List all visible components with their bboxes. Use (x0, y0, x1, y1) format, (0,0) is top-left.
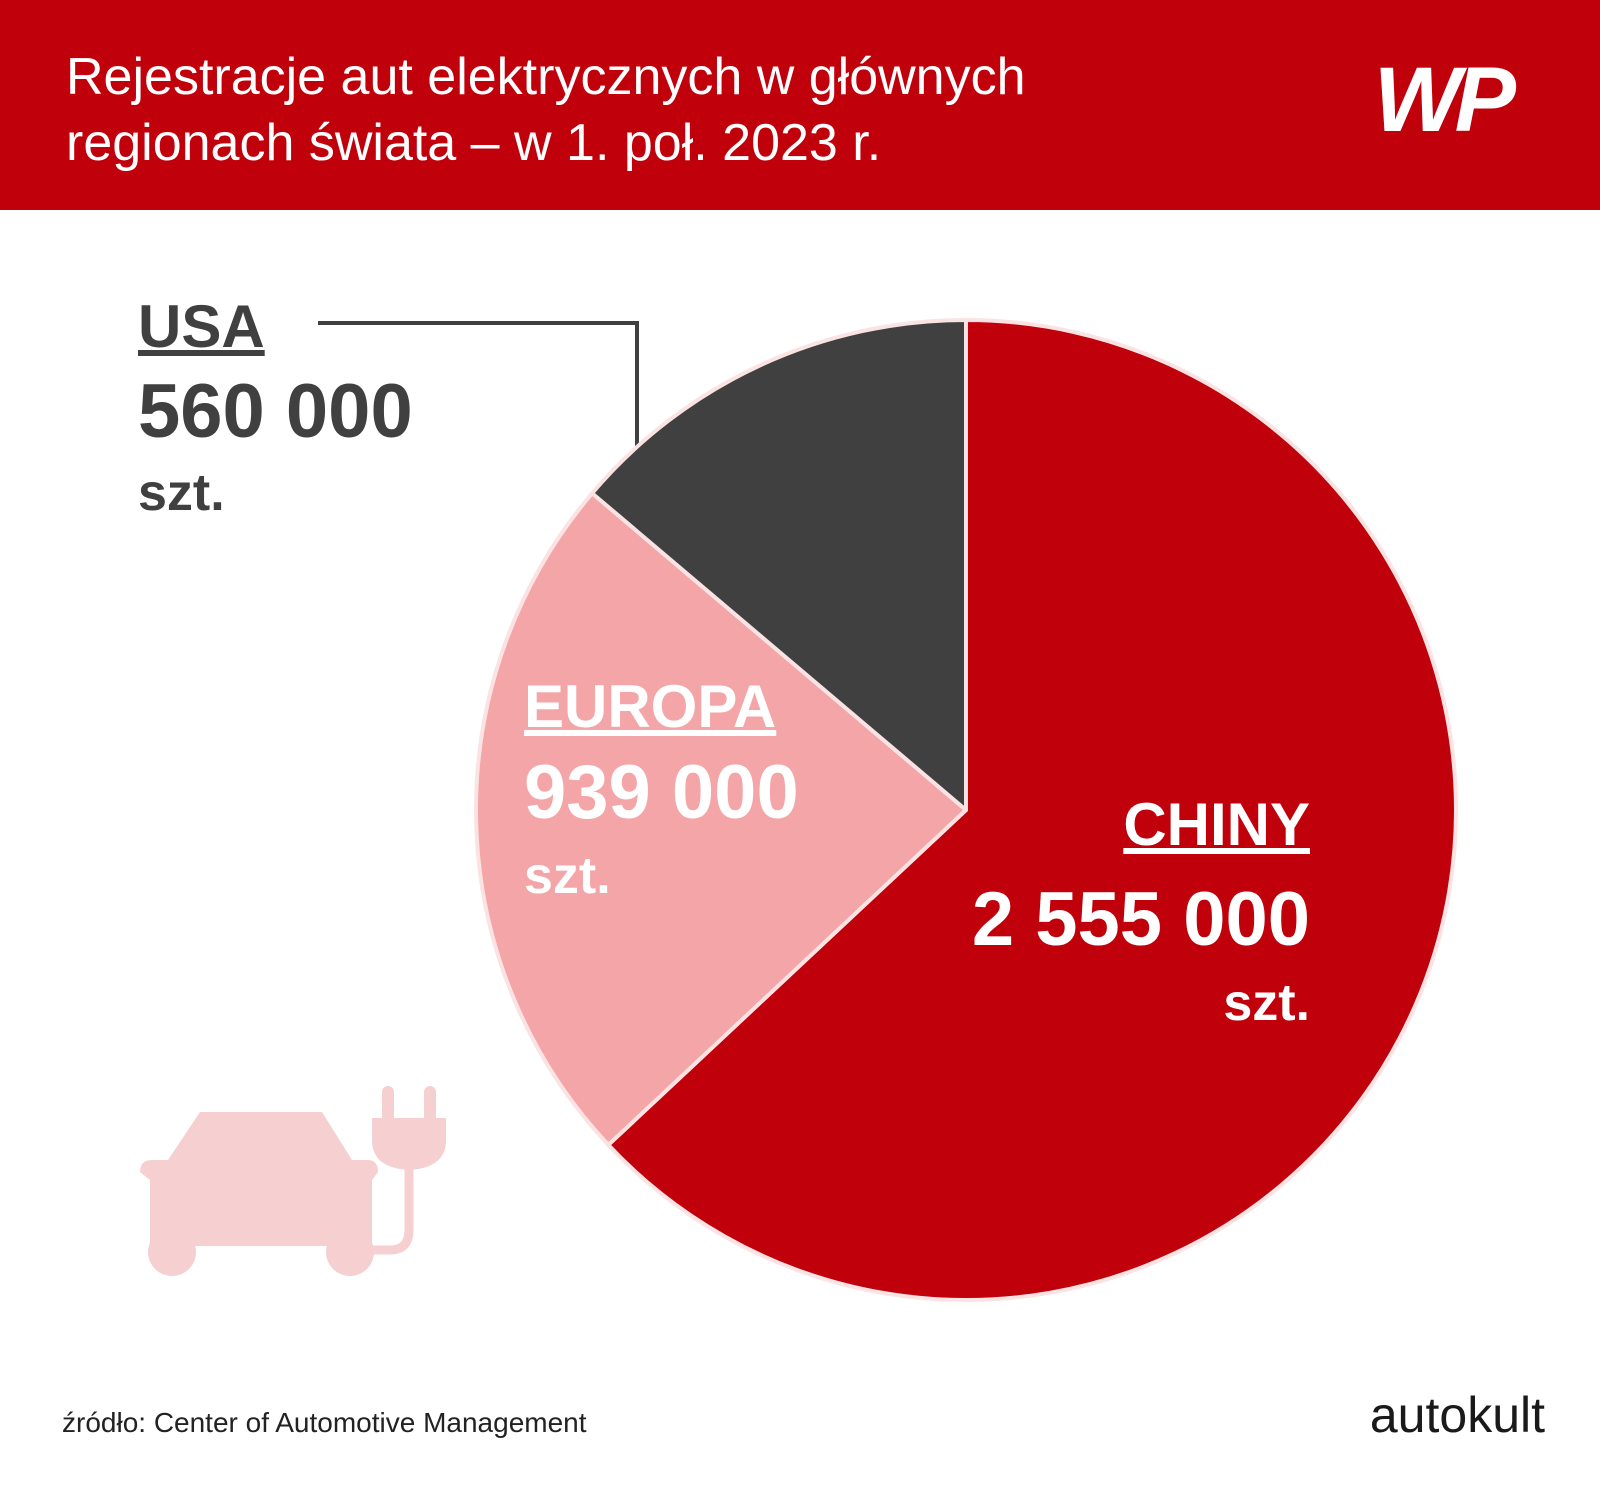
pie-slice (606, 318, 1458, 1302)
chart-title: Rejestracje aut elektrycznych w głównych… (66, 48, 1026, 172)
source: źródło: Center of Automotive Management (62, 1407, 587, 1438)
slice-label: CHINY (1123, 791, 1310, 858)
plug-cable (372, 1168, 414, 1255)
plug (372, 1118, 446, 1170)
car-body (140, 1112, 378, 1246)
value-label: 939 000 (524, 750, 799, 835)
slice-label: USA (138, 293, 265, 360)
leader-line (318, 321, 639, 452)
plug-pin (424, 1086, 436, 1126)
plug-pin (382, 1086, 394, 1126)
header: Rejestracje aut elektrycznych w głównych… (0, 0, 1600, 210)
brand: autokult (1370, 1387, 1545, 1443)
value-label: 2 555 000 (972, 877, 1310, 962)
car-wheel (326, 1228, 374, 1276)
car-wheel (148, 1228, 196, 1276)
pie-slice (474, 491, 968, 1147)
value-label: 560 000 (138, 369, 413, 454)
logo: WP (1373, 49, 1516, 151)
unit-label: szt. (138, 464, 225, 522)
unit-label: szt. (524, 847, 611, 905)
car-icon (140, 1086, 446, 1276)
unit-label: szt. (1223, 974, 1310, 1032)
pie-slice (590, 318, 968, 812)
slice-label: EUROPA (524, 673, 776, 740)
